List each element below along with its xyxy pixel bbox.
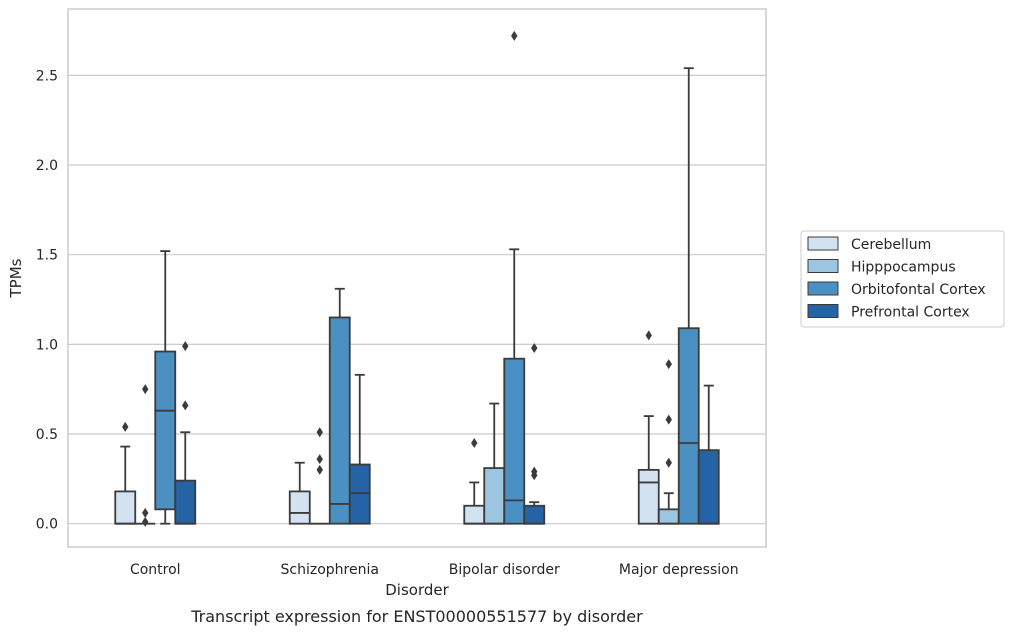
box-body: [174, 479, 197, 525]
outlier-point: [122, 421, 129, 432]
box-body: [637, 468, 660, 525]
outlier-point: [471, 437, 478, 448]
y-tick-labels: 0.0 0.5 1.0 1.5 2.0 2.5: [36, 68, 58, 532]
outlier-point: [182, 400, 189, 411]
y-tick-label: 1.5: [36, 248, 58, 264]
box-body: [154, 350, 177, 511]
x-tick-label: Schizophrenia: [281, 562, 379, 578]
box-body: [657, 508, 680, 525]
outlier-point: [316, 454, 323, 465]
legend-label: Orbitofontal Cortex: [851, 282, 986, 298]
box-body: [503, 357, 526, 525]
box-body: [523, 504, 546, 525]
outlier-point: [645, 330, 652, 341]
y-tick-label: 2.0: [36, 158, 58, 174]
outlier-point: [142, 384, 149, 395]
outlier-point: [511, 30, 518, 41]
box-body: [483, 467, 506, 525]
outlier-point: [665, 414, 672, 425]
box-body: [697, 449, 720, 525]
box-body: [328, 316, 351, 525]
plot-frame: [67, 8, 767, 548]
legend: Cerebellum Hipppocampus Orbitofontal Corte…: [800, 230, 1005, 328]
legend-label: Hipppocampus: [851, 260, 956, 276]
x-tick-label: Control: [130, 562, 181, 578]
outlier-point: [316, 427, 323, 438]
box-body: [463, 504, 486, 525]
x-tick-labels: Control Schizophrenia Bipolar disorder Majo…: [130, 562, 739, 578]
box-marks: [114, 30, 720, 527]
y-tick-label: 1.0: [36, 337, 58, 353]
x-axis-title: Disorder: [385, 581, 449, 599]
y-tick-label: 2.5: [36, 68, 58, 84]
y-axis-title: TPMs: [7, 258, 25, 298]
outlier-point: [531, 342, 538, 353]
x-tick-label: Major depression: [619, 562, 739, 578]
legend-swatch: [807, 304, 839, 318]
legend-label: Prefrontal Cortex: [851, 305, 970, 321]
legend-swatch: [807, 281, 839, 296]
legend-label: Cerebellum: [851, 237, 931, 253]
figure-caption: Transcript expression for ENST0000055157…: [190, 607, 643, 626]
box-body: [114, 490, 137, 525]
legend-swatch: [807, 259, 839, 273]
box-body: [288, 490, 311, 525]
outlier-point: [142, 507, 149, 518]
outlier-point: [531, 466, 538, 477]
outlier-point: [142, 516, 149, 527]
y-tick-label: 0.5: [36, 427, 58, 443]
y-tick-label: 0.0: [36, 517, 58, 533]
x-tick-label: Bipolar disorder: [449, 562, 560, 578]
outlier-point: [665, 359, 672, 370]
outlier-point: [665, 457, 672, 468]
legend-swatch: [807, 236, 839, 251]
outlier-point: [182, 341, 189, 352]
outlier-point: [316, 464, 323, 475]
box-body: [677, 327, 700, 525]
legend-frame: [800, 230, 1005, 328]
